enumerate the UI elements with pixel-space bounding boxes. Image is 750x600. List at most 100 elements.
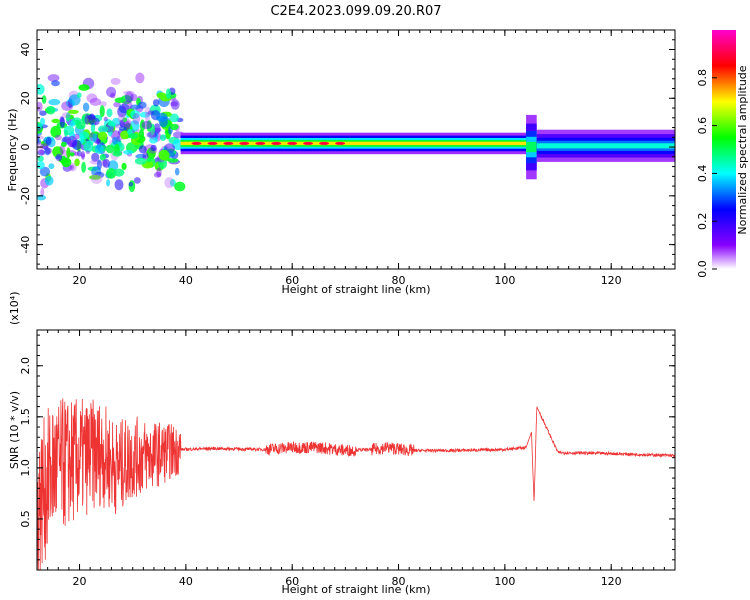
x-tick-label: 40 [179, 274, 193, 287]
x-tick-label: 100 [494, 575, 515, 588]
heatmap-cell [123, 150, 134, 155]
heatmap-cell [152, 99, 160, 107]
heatmap-cell [40, 117, 45, 126]
heatmap-cell [134, 157, 147, 165]
heatmap-cell [120, 95, 133, 105]
chart-title: C2E4.2023.099.09.20.R07 [270, 4, 441, 19]
heatmap-cell [61, 157, 72, 168]
heatmap-cell [37, 161, 45, 170]
heatmap-cell [82, 102, 90, 112]
heatmap-cell [99, 105, 105, 118]
heatmap-cell [106, 179, 111, 187]
heatmap-cell [120, 130, 129, 140]
heatmap-cell [39, 149, 45, 155]
y-tick-label: 2.0 [19, 357, 32, 375]
heatmap-x-label: Height of straight line (km) [281, 283, 430, 296]
y-tick-label: 0 [19, 144, 32, 151]
heatmap-peak [319, 141, 330, 145]
y-tick-label: 1.5 [19, 408, 32, 426]
heatmap-cell [105, 144, 115, 154]
heatmap-cell [130, 93, 138, 102]
heatmap-cell [99, 153, 106, 161]
heatmap-cell [144, 106, 151, 117]
heatmap-cell [37, 149, 46, 156]
heatmap-cell [44, 147, 51, 156]
heatmap-cell [170, 123, 179, 131]
heatmap-cell [50, 125, 62, 138]
heatmap-cell [106, 86, 117, 98]
heatmap-peak [191, 141, 202, 145]
heatmap-cell [149, 137, 158, 144]
heatmap-cell [110, 92, 116, 99]
heatmap-cell [102, 158, 111, 168]
heatmap-band [536, 143, 675, 149]
heatmap-cell [160, 134, 167, 142]
colorbar-tick-label: 0.4 [696, 165, 709, 183]
heatmap-cell [133, 177, 141, 184]
heatmap-cell [77, 150, 82, 157]
heatmap-cell [169, 179, 176, 187]
heatmap-cell [81, 161, 86, 173]
colorbar-tick-label: 0.0 [696, 260, 709, 278]
colorbar-label: Normalized spectral amplitude [736, 65, 749, 234]
heatmap-cell [66, 147, 71, 159]
line-x-label: Height of straight line (km) [281, 583, 430, 596]
heatmap-cell [83, 140, 94, 153]
heatmap-marks [37, 72, 675, 201]
heatmap-cell [86, 93, 98, 103]
heatmap-cell [117, 113, 126, 124]
heatmap-cell [170, 99, 180, 110]
heatmap-cell [122, 117, 127, 123]
heatmap-cell [156, 112, 168, 123]
heatmap-cell [98, 125, 109, 133]
heatmap-cell [158, 149, 170, 161]
heatmap-cell [138, 129, 145, 140]
heatmap-cell [63, 129, 69, 137]
heatmap-cell [86, 114, 96, 120]
heatmap-cell [118, 126, 127, 131]
heatmap-cell [97, 131, 108, 141]
heatmap-cell [44, 175, 54, 186]
heatmap-cell [157, 157, 168, 170]
heatmap-cell [78, 84, 90, 91]
x-tick-label: 20 [73, 274, 87, 287]
heatmap-cell [80, 153, 86, 158]
y-tick-label: 1.0 [19, 459, 32, 477]
heatmap-cell [167, 158, 179, 163]
heatmap-cell [128, 182, 134, 187]
heatmap-cell [65, 112, 71, 122]
heatmap-cell [37, 84, 45, 95]
heatmap-cell [99, 101, 107, 107]
heatmap-cell [37, 142, 43, 154]
x-tick-label: 120 [601, 274, 622, 287]
heatmap-cell [110, 77, 121, 85]
heatmap-cell [127, 133, 139, 139]
x-tick-label: 20 [73, 575, 87, 588]
heatmap-cell [91, 152, 100, 162]
heatmap-cell [44, 147, 52, 155]
heatmap-cell [62, 112, 71, 119]
heatmap-cell [77, 92, 82, 98]
heatmap-cell [117, 105, 127, 118]
heatmap-cell [47, 74, 60, 82]
heatmap-cell [106, 168, 117, 179]
x-tick-label: 40 [179, 575, 193, 588]
heatmap-cell [170, 101, 179, 107]
heatmap-cell [142, 152, 149, 160]
heatmap-cell [108, 121, 116, 127]
x-tick-label: 60 [285, 575, 299, 588]
heatmap-cell [37, 101, 43, 112]
heatmap-cell [85, 150, 91, 155]
heatmap-cell [123, 90, 135, 96]
heatmap-cell [68, 94, 81, 106]
line-axes: 20 40 60 80 100 120 0.5 1.0 1.5 2.0 [19, 330, 676, 588]
heatmap-cell [111, 136, 118, 145]
heatmap-cell [39, 166, 51, 177]
heatmap-cell [89, 174, 101, 180]
heatmap-peak [287, 141, 298, 145]
heatmap-peak [255, 141, 266, 145]
snr-series-line [37, 398, 675, 570]
heatmap-cell [121, 100, 133, 110]
heatmap-cell [84, 113, 90, 125]
heatmap-cell [153, 172, 162, 178]
